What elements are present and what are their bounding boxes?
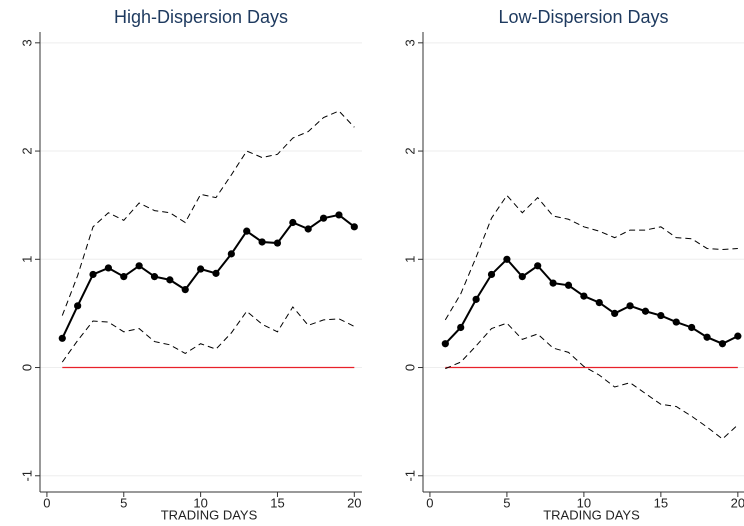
point [703,333,711,341]
point [441,340,449,348]
point [580,292,588,300]
y-tick-label: 0 [19,364,34,371]
point [549,279,557,287]
x-tick-label: 0 [426,495,433,510]
y-tick-label: 2 [402,147,417,154]
y-tick-label: 1 [19,256,34,263]
point [243,227,251,235]
band-line [61,306,355,363]
point [58,334,66,342]
x-tick-label: 5 [120,495,127,510]
point [503,255,511,263]
series-line [61,213,355,339]
point [657,311,665,320]
point [181,286,189,294]
point [135,262,143,270]
band-line [444,194,738,321]
x-tick-label: 5 [503,495,510,510]
point [518,273,526,281]
point [212,269,220,277]
x-tick-label: 15 [270,495,284,510]
point [626,302,634,310]
x-tick-label: 20 [731,495,744,510]
point [472,295,480,303]
point [688,323,696,332]
y-tick-label: 3 [19,39,34,46]
point [457,323,465,332]
point [273,239,282,247]
point [641,307,650,315]
x-tick-label: 20 [347,495,361,510]
y-tick-label: 0 [402,364,417,371]
x-axis-title: TRADING DAYS [161,507,258,522]
point [350,223,358,231]
y-tick-label: 2 [19,147,34,154]
point [120,273,128,281]
point [718,340,727,348]
x-axis-title: TRADING DAYS [543,507,640,522]
point [611,309,619,318]
point [150,273,159,281]
point [104,264,112,272]
x-tick-label: 15 [654,495,668,510]
x-tick-label: 10 [193,495,207,510]
point [672,318,680,326]
point [564,281,573,289]
point [534,262,542,270]
point [595,298,603,307]
chart-title: Low-Dispersion Days [498,7,668,27]
point [335,211,343,219]
x-tick-label: 10 [577,495,591,510]
band-line [445,322,739,440]
point [166,276,174,284]
point [304,225,312,233]
y-tick-label: -1 [402,470,417,482]
point [734,332,742,340]
point [197,265,205,273]
point [487,270,496,279]
point [74,302,82,310]
y-tick-label: 3 [402,39,417,46]
point [289,218,297,227]
point [258,238,266,246]
y-tick-label: -1 [19,470,34,482]
point [227,250,235,258]
point [319,214,328,222]
y-tick-label: 1 [402,256,417,263]
x-tick-label: 0 [43,495,50,510]
chart-title: High-Dispersion Days [114,7,288,27]
point [89,270,97,279]
band-line [61,110,355,316]
